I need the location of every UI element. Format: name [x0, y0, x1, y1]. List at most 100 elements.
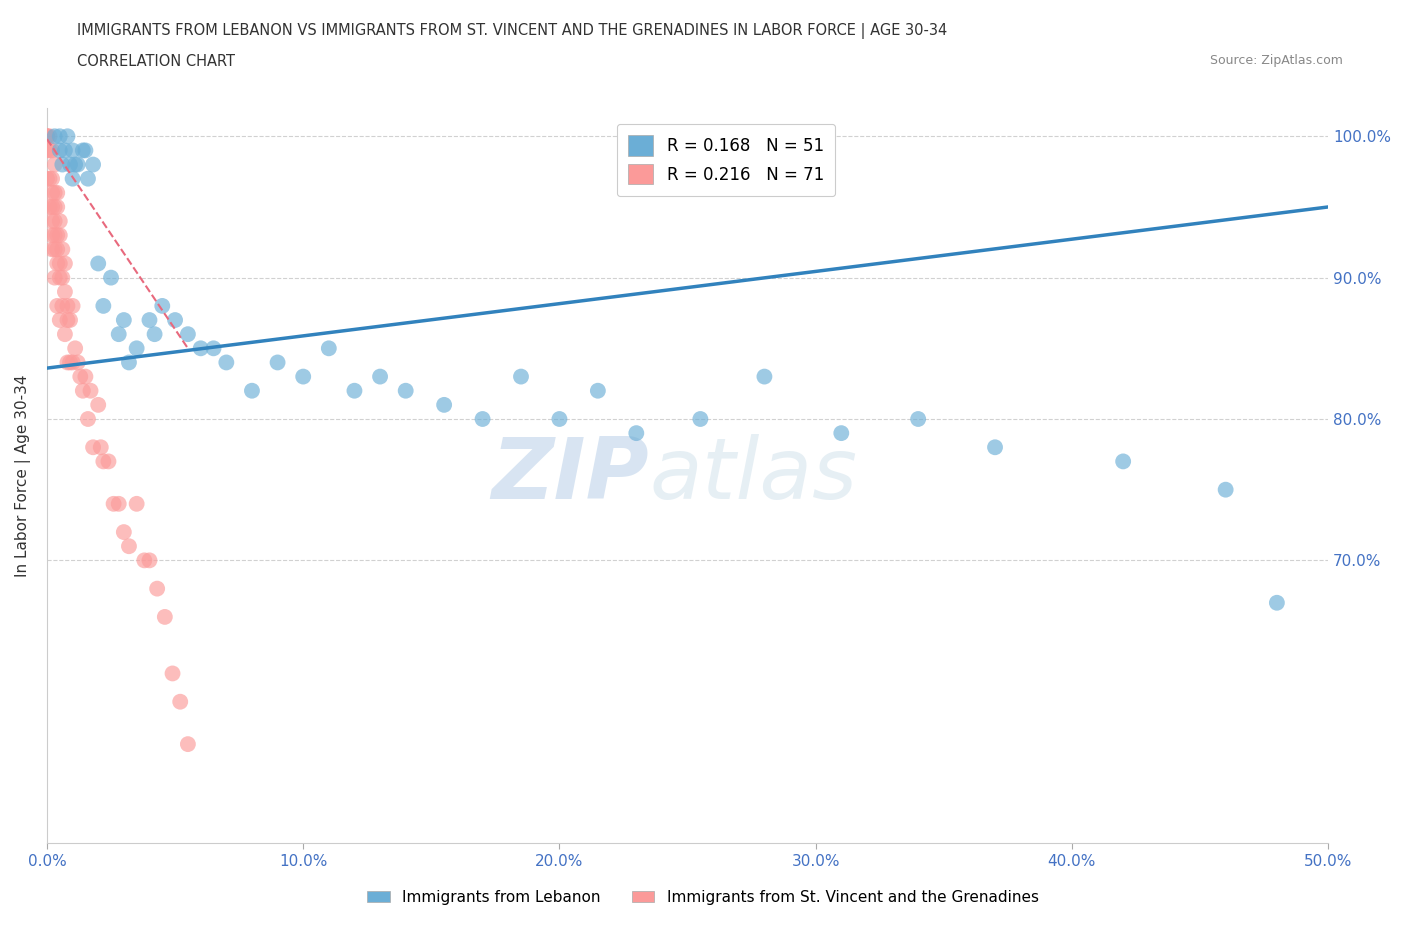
- Point: [56, 312, 79, 327]
- Point: [38, 171, 60, 186]
- Point: [586, 383, 609, 398]
- Point: [292, 369, 315, 384]
- Point: [41, 185, 63, 200]
- Point: [215, 355, 238, 370]
- Point: [46, 185, 69, 200]
- Point: [79, 383, 101, 398]
- Point: [72, 383, 94, 398]
- Point: [177, 326, 200, 341]
- Point: [97, 454, 120, 469]
- Point: [49, 256, 72, 271]
- Point: [62, 143, 84, 158]
- Point: [41, 171, 63, 186]
- Point: [1215, 483, 1237, 498]
- Point: [907, 412, 929, 427]
- Point: [38, 129, 60, 144]
- Point: [107, 497, 129, 512]
- Legend: Immigrants from Lebanon, Immigrants from St. Vincent and the Grenadines: Immigrants from Lebanon, Immigrants from…: [361, 884, 1045, 911]
- Point: [112, 312, 135, 327]
- Point: [44, 214, 66, 229]
- Point: [202, 341, 225, 356]
- Point: [44, 271, 66, 286]
- Point: [38, 143, 60, 158]
- Point: [62, 299, 84, 313]
- Point: [72, 143, 94, 158]
- Point: [66, 157, 89, 172]
- Point: [35, 171, 58, 186]
- Y-axis label: In Labor Force | Age 30-34: In Labor Force | Age 30-34: [15, 374, 31, 577]
- Point: [49, 312, 72, 327]
- Point: [266, 355, 288, 370]
- Point: [35, 129, 58, 144]
- Point: [1112, 454, 1135, 469]
- Point: [35, 129, 58, 144]
- Point: [46, 299, 69, 313]
- Point: [44, 157, 66, 172]
- Point: [510, 369, 533, 384]
- Point: [59, 157, 82, 172]
- Point: [41, 214, 63, 229]
- Point: [103, 497, 125, 512]
- Point: [82, 440, 104, 455]
- Point: [169, 695, 191, 710]
- Point: [53, 285, 76, 299]
- Point: [46, 242, 69, 257]
- Point: [162, 666, 184, 681]
- Point: [118, 538, 141, 553]
- Point: [59, 355, 82, 370]
- Point: [138, 312, 160, 327]
- Point: [125, 497, 148, 512]
- Point: [49, 143, 72, 158]
- Point: [112, 525, 135, 539]
- Point: [46, 256, 69, 271]
- Point: [44, 228, 66, 243]
- Point: [134, 553, 156, 568]
- Point: [146, 581, 169, 596]
- Point: [44, 185, 66, 200]
- Point: [69, 369, 91, 384]
- Point: [125, 341, 148, 356]
- Point: [77, 412, 100, 427]
- Point: [53, 256, 76, 271]
- Point: [41, 143, 63, 158]
- Point: [41, 228, 63, 243]
- Point: [75, 369, 97, 384]
- Point: [82, 157, 104, 172]
- Point: [548, 412, 571, 427]
- Point: [49, 271, 72, 286]
- Text: atlas: atlas: [650, 434, 858, 517]
- Point: [46, 228, 69, 243]
- Legend: R = 0.168   N = 51, R = 0.216   N = 71: R = 0.168 N = 51, R = 0.216 N = 71: [617, 124, 835, 196]
- Point: [93, 454, 115, 469]
- Point: [471, 412, 494, 427]
- Point: [75, 143, 97, 158]
- Point: [38, 200, 60, 215]
- Point: [368, 369, 391, 384]
- Text: IMMIGRANTS FROM LEBANON VS IMMIGRANTS FROM ST. VINCENT AND THE GRENADINES IN LAB: IMMIGRANTS FROM LEBANON VS IMMIGRANTS FR…: [77, 23, 948, 39]
- Point: [53, 143, 76, 158]
- Point: [49, 228, 72, 243]
- Point: [118, 355, 141, 370]
- Text: ZIP: ZIP: [492, 434, 650, 517]
- Point: [46, 200, 69, 215]
- Point: [62, 355, 84, 370]
- Point: [177, 737, 200, 751]
- Point: [626, 426, 648, 441]
- Point: [56, 299, 79, 313]
- Point: [90, 440, 112, 455]
- Point: [107, 326, 129, 341]
- Point: [56, 355, 79, 370]
- Point: [143, 326, 166, 341]
- Point: [44, 200, 66, 215]
- Point: [395, 383, 418, 398]
- Point: [830, 426, 852, 441]
- Point: [93, 299, 115, 313]
- Point: [77, 171, 100, 186]
- Point: [433, 397, 456, 412]
- Point: [689, 412, 711, 427]
- Point: [56, 129, 79, 144]
- Point: [318, 341, 340, 356]
- Point: [63, 157, 86, 172]
- Text: CORRELATION CHART: CORRELATION CHART: [77, 54, 235, 69]
- Point: [41, 200, 63, 215]
